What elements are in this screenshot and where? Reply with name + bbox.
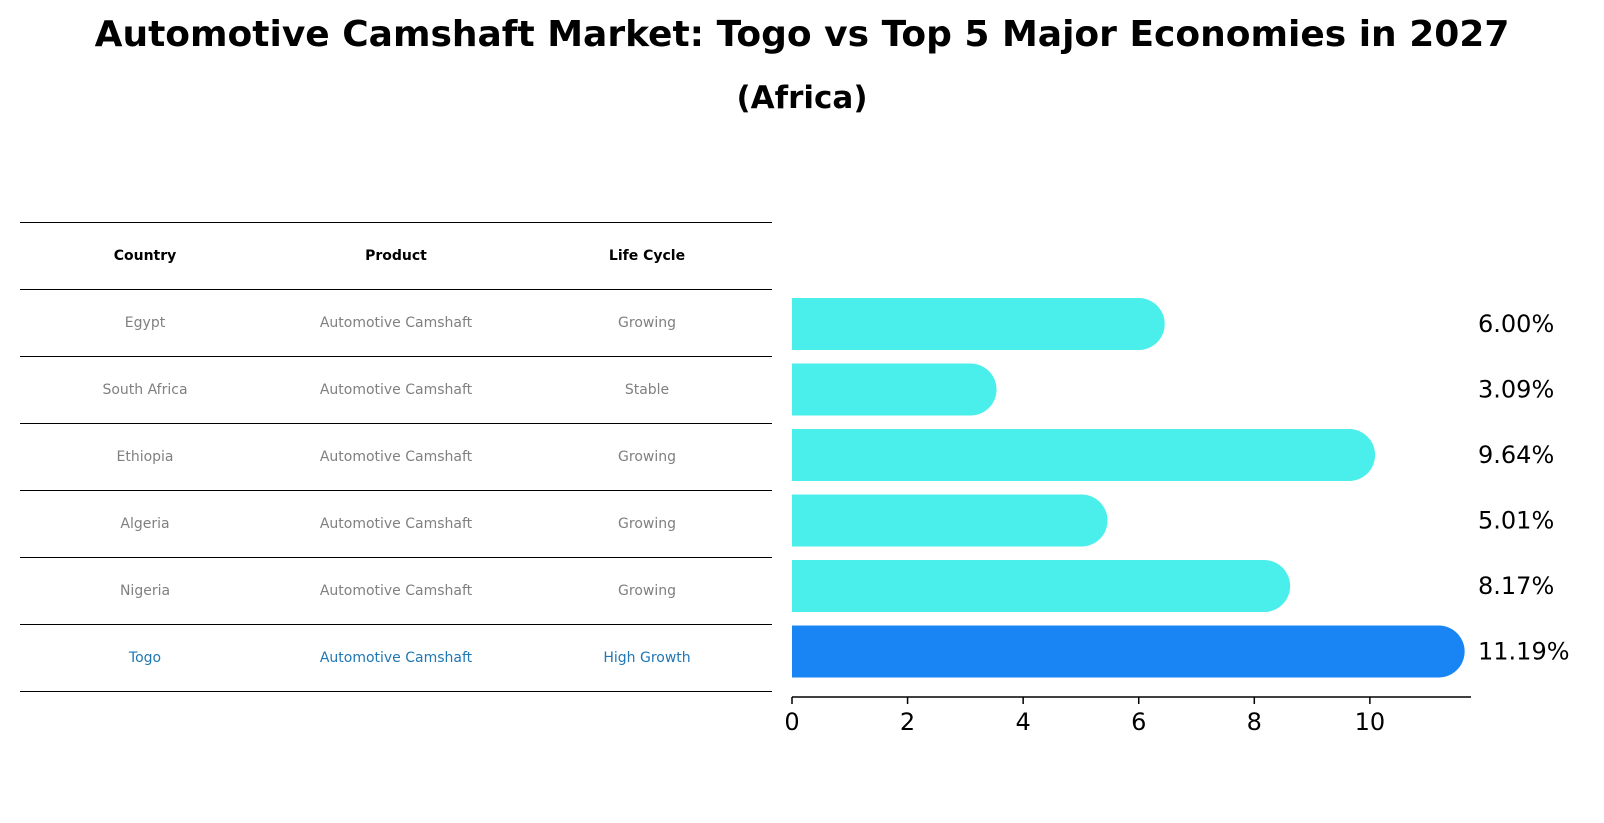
cell-country: Togo: [20, 624, 270, 692]
cell-product: Automotive Camshaft: [270, 624, 522, 692]
cell-country: Ethiopia: [20, 423, 270, 491]
header-country: Country: [20, 222, 270, 290]
bar-value-label: 8.17%: [1478, 572, 1554, 600]
bar: [792, 560, 1291, 612]
x-tick-label: 10: [1355, 708, 1386, 736]
header-life-cycle: Life Cycle: [522, 222, 772, 290]
cell-product: Automotive Camshaft: [270, 289, 522, 357]
header-product: Product: [270, 222, 522, 290]
cell-country: Algeria: [20, 490, 270, 558]
bar: [792, 429, 1376, 481]
x-tick-label: 6: [1131, 708, 1146, 736]
x-tick-label: 8: [1247, 708, 1262, 736]
cell-life-cycle: Growing: [522, 557, 772, 625]
chart-title: Automotive Camshaft Market: Togo vs Top …: [94, 14, 1510, 55]
bar: [792, 298, 1165, 350]
cell-product: Automotive Camshaft: [270, 423, 522, 491]
bar-value-label: 5.01%: [1478, 507, 1554, 535]
cell-life-cycle: Stable: [522, 356, 772, 424]
table-row: South Africa Automotive Camshaft Stable: [20, 356, 772, 424]
table-row: Algeria Automotive Camshaft Growing: [20, 490, 772, 558]
x-tick-label: 0: [784, 708, 799, 736]
table-row: Egypt Automotive Camshaft Growing: [20, 289, 772, 357]
bar-value-label: 11.19%: [1478, 638, 1570, 666]
x-tick-label: 2: [900, 708, 915, 736]
chart-subtitle: (Africa): [736, 80, 868, 116]
bar: [792, 363, 997, 416]
cell-country: Egypt: [20, 289, 270, 357]
cell-life-cycle: Growing: [522, 423, 772, 491]
cell-life-cycle: Growing: [522, 289, 772, 357]
bar-value-label: 9.64%: [1478, 441, 1554, 469]
cell-country: South Africa: [20, 356, 270, 424]
bar-value-label: 6.00%: [1478, 310, 1554, 338]
cell-country: Nigeria: [20, 557, 270, 625]
country-table: Country Product Life Cycle Egypt Automot…: [20, 222, 772, 692]
cell-life-cycle: Growing: [522, 490, 772, 558]
table-row: Nigeria Automotive Camshaft Growing: [20, 557, 772, 625]
table-header-row: Country Product Life Cycle: [20, 222, 772, 290]
bar-value-label: 3.09%: [1478, 376, 1554, 404]
x-tick-label: 4: [1016, 708, 1031, 736]
cell-product: Automotive Camshaft: [270, 356, 522, 424]
table-row: Ethiopia Automotive Camshaft Growing: [20, 423, 772, 491]
cell-life-cycle: High Growth: [522, 624, 772, 692]
cell-product: Automotive Camshaft: [270, 490, 522, 558]
table-row-highlighted: Togo Automotive Camshaft High Growth: [20, 624, 772, 692]
bar: [792, 625, 1465, 678]
bar: [792, 494, 1108, 547]
